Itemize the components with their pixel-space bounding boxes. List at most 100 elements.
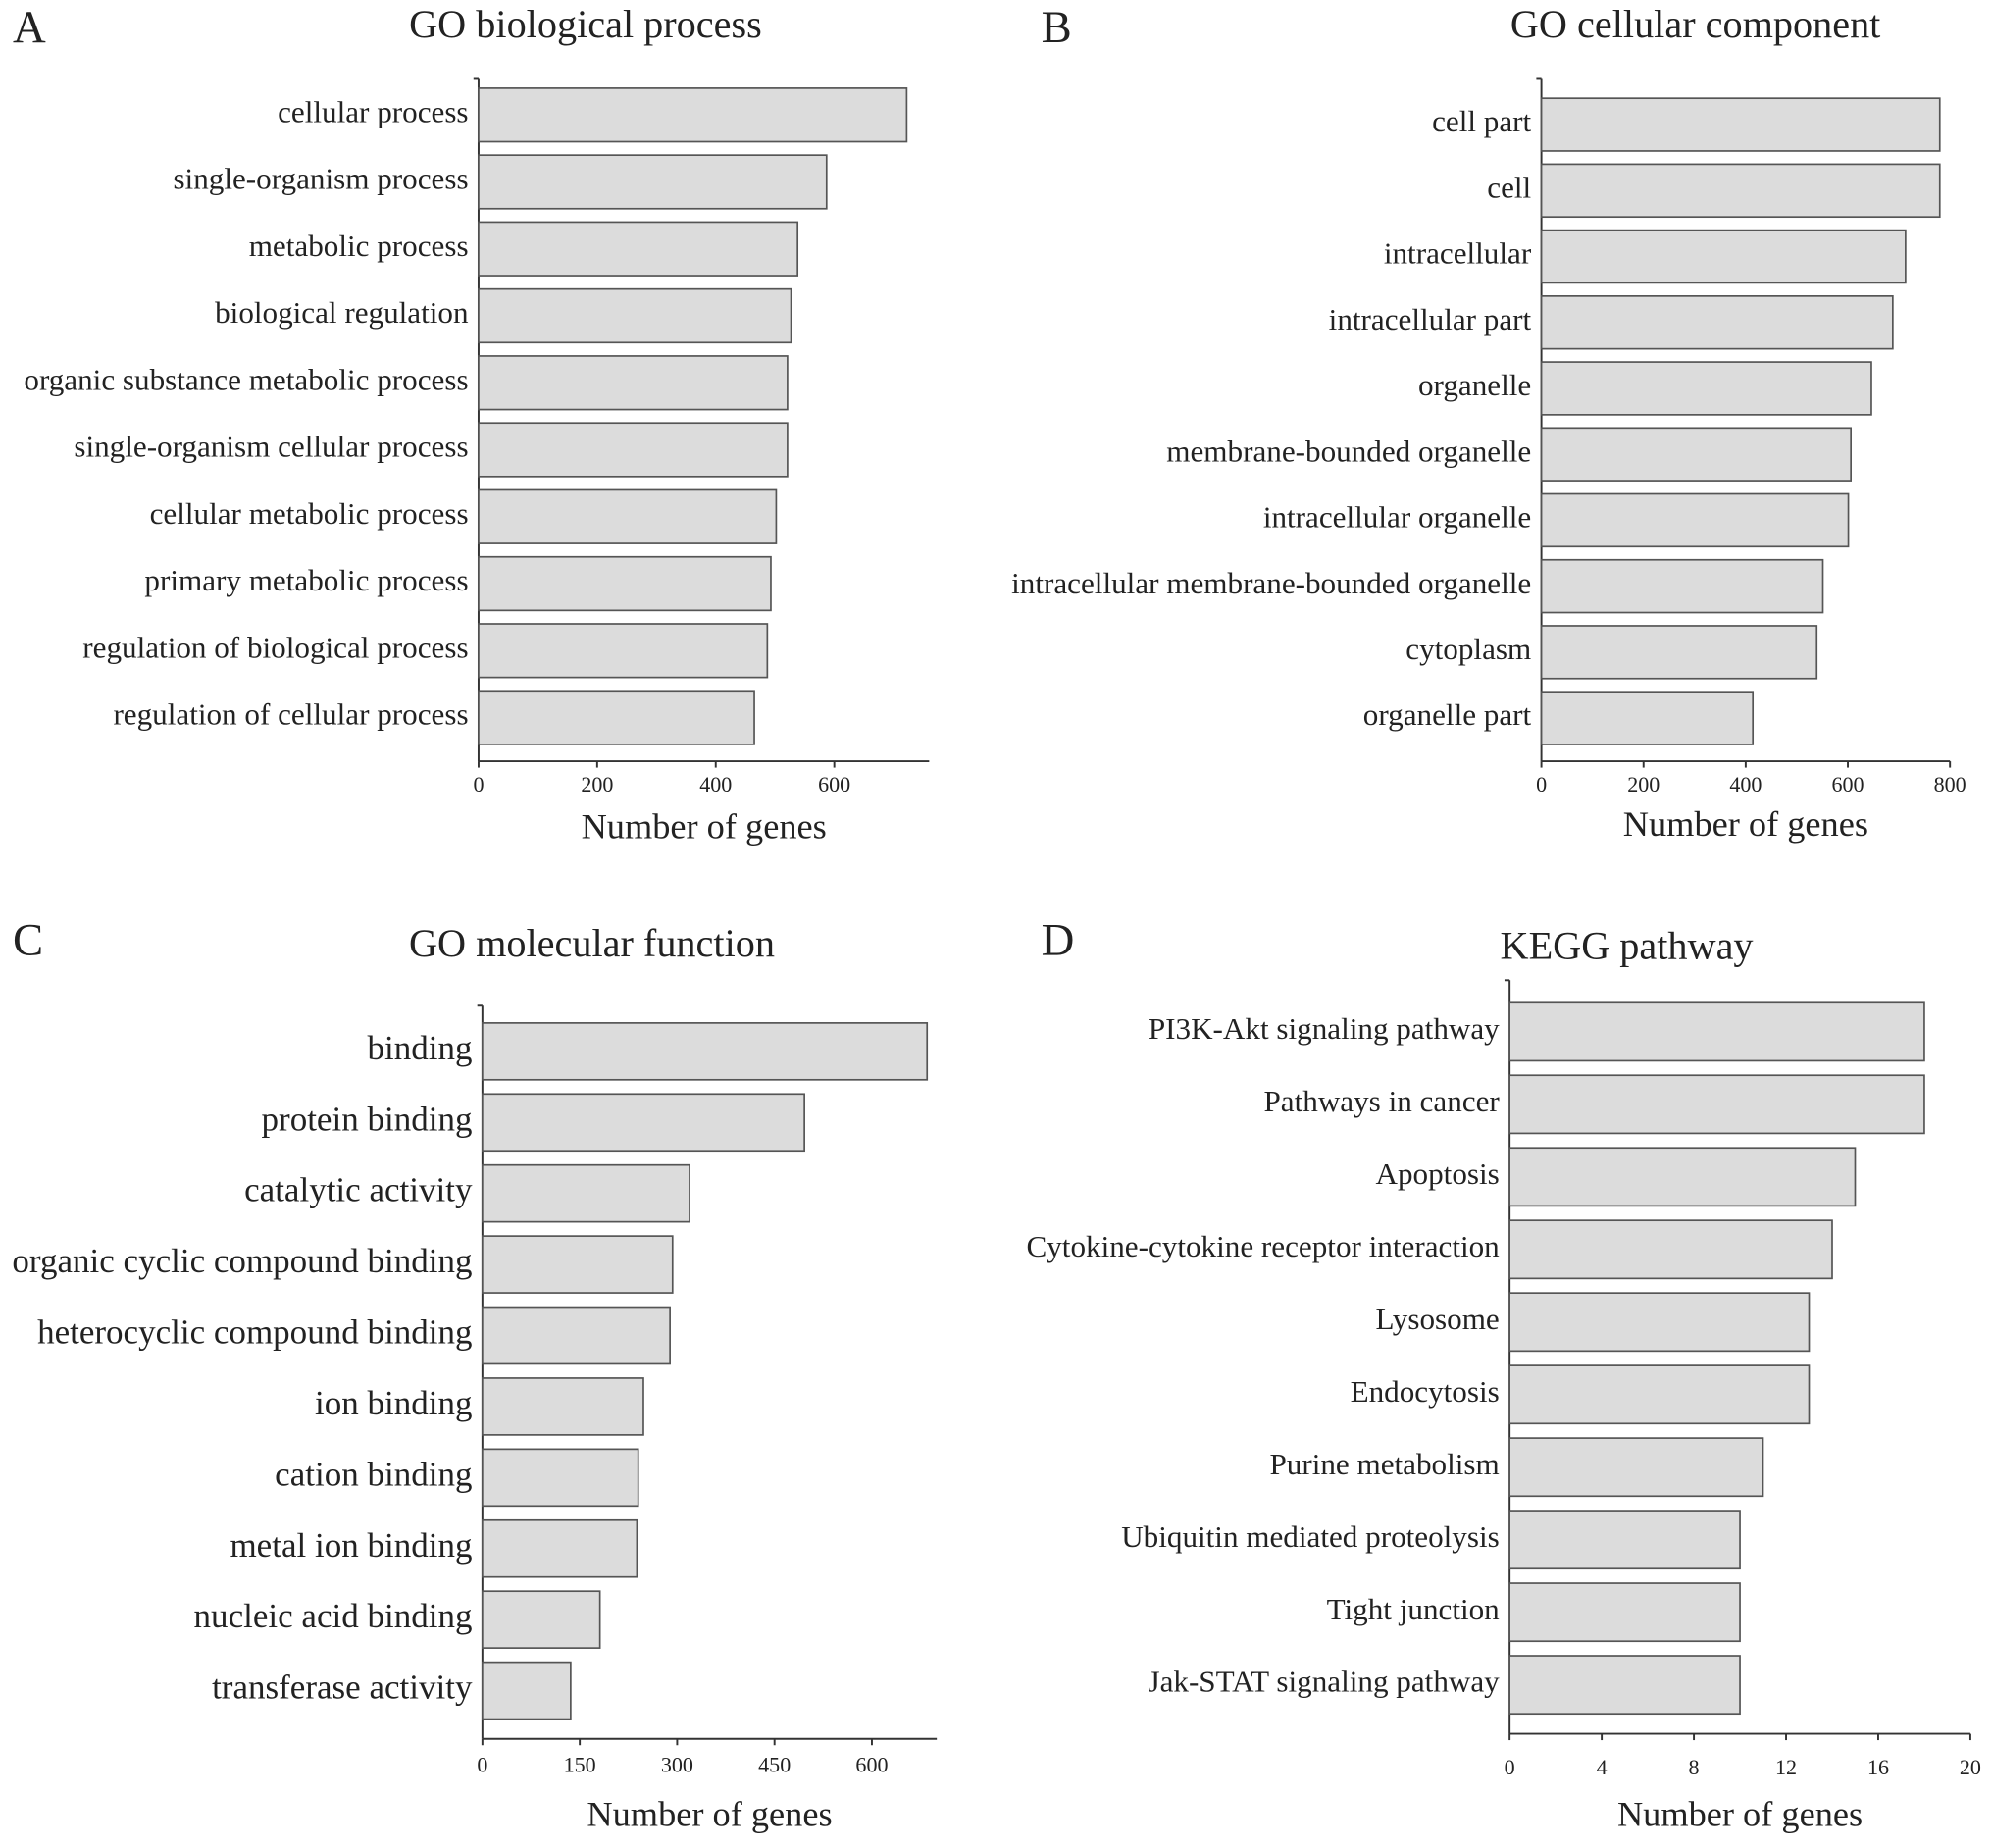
y-tick-label: heterocyclic compound binding <box>37 1313 472 1352</box>
bar <box>478 488 778 544</box>
x-tick-label: 16 <box>1867 1755 1889 1779</box>
x-tick-label: 400 <box>1729 772 1762 796</box>
chart-title: GO biological process <box>409 2 762 46</box>
x-tick-label: 600 <box>1831 772 1864 796</box>
bar <box>478 221 799 277</box>
x-tick-label: 400 <box>699 772 732 796</box>
x-axis-label: Number of genes <box>1617 1795 1863 1834</box>
y-tick-label: cytoplasm <box>1405 632 1531 666</box>
bar <box>478 355 789 411</box>
bar <box>1540 558 1824 614</box>
bar <box>1508 1655 1741 1716</box>
y-tick-label: cell part <box>1432 104 1531 138</box>
y-tick-label: Pathways in cancer <box>1263 1084 1500 1118</box>
chart-title: GO cellular component <box>1510 2 1880 46</box>
x-tick-label: 0 <box>1536 772 1547 796</box>
y-tick-label: cell <box>1487 170 1531 204</box>
y-tick-label: intracellular <box>1384 236 1532 271</box>
x-tick-label: 600 <box>818 772 850 796</box>
bar <box>482 1448 639 1508</box>
y-tick-label: ion binding <box>315 1384 473 1422</box>
bar <box>1540 691 1755 745</box>
y-tick-label: regulation of biological process <box>82 630 468 664</box>
bar <box>478 623 769 679</box>
y-tick-label: binding <box>367 1029 472 1067</box>
bar <box>482 1163 690 1223</box>
bar <box>482 1518 638 1578</box>
x-tick-label: 0 <box>477 1752 487 1776</box>
y-tick-label: cation binding <box>275 1455 472 1493</box>
y-tick-label: intracellular part <box>1329 302 1532 336</box>
chart-title: KEGG pathway <box>1501 923 1754 967</box>
y-tick-label: nucleic acid binding <box>194 1597 473 1635</box>
x-tick-label: 8 <box>1689 1755 1700 1779</box>
y-tick-label: Apoptosis <box>1376 1156 1500 1191</box>
x-tick-label: 20 <box>1960 1755 1981 1779</box>
x-axis-label: Number of genes <box>1623 804 1868 844</box>
x-tick-label: 800 <box>1934 772 1966 796</box>
bar <box>1508 1437 1764 1498</box>
y-tick-label: organic cyclic compound binding <box>12 1242 472 1280</box>
bar <box>1540 492 1850 548</box>
x-tick-label: 150 <box>564 1752 596 1776</box>
y-tick-label: intracellular membrane-bounded organelle <box>1011 566 1531 600</box>
bar <box>1508 1292 1811 1353</box>
x-tick-label: 300 <box>661 1752 693 1776</box>
y-tick-label: single-organism process <box>173 162 468 196</box>
y-tick-label: Jak-STAT signaling pathway <box>1148 1665 1500 1699</box>
x-tick-label: 4 <box>1597 1755 1608 1779</box>
y-tick-label: PI3K-Akt signaling pathway <box>1149 1011 1500 1046</box>
bar <box>482 1022 929 1081</box>
bar <box>1508 1364 1811 1425</box>
y-tick-label: regulation of cellular process <box>113 697 468 732</box>
y-tick-label: Ubiquitin mediated proteolysis <box>1121 1519 1500 1554</box>
bar <box>482 1661 572 1720</box>
bar <box>478 87 908 143</box>
bar <box>1540 625 1818 680</box>
y-tick-label: catalytic activity <box>244 1171 473 1209</box>
bar <box>482 1093 805 1153</box>
bar <box>1508 1582 1741 1643</box>
y-tick-label: Purine metabolism <box>1269 1447 1499 1481</box>
bar <box>1508 1001 1925 1062</box>
y-tick-label: metabolic process <box>249 229 469 263</box>
bar <box>482 1235 674 1294</box>
bar <box>1540 97 1941 152</box>
y-tick-label: single-organism cellular process <box>74 430 468 464</box>
y-tick-label: metal ion binding <box>230 1526 472 1565</box>
x-tick-label: 200 <box>581 772 613 796</box>
bar <box>1540 361 1872 416</box>
x-axis-label: Number of genes <box>582 807 827 847</box>
bar <box>482 1377 644 1436</box>
x-axis-label: Number of genes <box>587 1795 832 1834</box>
y-tick-label: biological regulation <box>215 295 469 330</box>
bar <box>1540 163 1941 219</box>
x-tick-label: 450 <box>758 1752 791 1776</box>
y-tick-label: transferase activity <box>212 1668 473 1707</box>
y-tick-label: membrane-bounded organelle <box>1166 434 1531 468</box>
y-tick-label: Endocytosis <box>1351 1374 1500 1409</box>
y-tick-label: Lysosome <box>1376 1302 1500 1336</box>
x-tick-label: 12 <box>1775 1755 1797 1779</box>
y-tick-label: cellular metabolic process <box>150 496 469 531</box>
y-tick-label: Tight junction <box>1327 1592 1501 1626</box>
bar <box>1508 1147 1857 1207</box>
y-tick-label: primary metabolic process <box>144 563 468 597</box>
panel-label: C <box>13 915 43 966</box>
bar <box>1540 427 1852 482</box>
bar <box>1540 295 1894 350</box>
bar <box>1508 1219 1833 1280</box>
bar <box>478 690 755 745</box>
bar <box>1508 1074 1925 1135</box>
bar <box>482 1590 601 1649</box>
bar <box>478 422 789 478</box>
bar <box>478 555 772 612</box>
panel-label: A <box>13 2 46 53</box>
y-tick-label: organic substance metabolic process <box>24 362 468 396</box>
y-tick-label: intracellular organelle <box>1263 500 1531 535</box>
panel-label: D <box>1042 915 1075 966</box>
y-tick-label: cellular process <box>278 94 468 128</box>
x-tick-label: 0 <box>1505 1755 1515 1779</box>
